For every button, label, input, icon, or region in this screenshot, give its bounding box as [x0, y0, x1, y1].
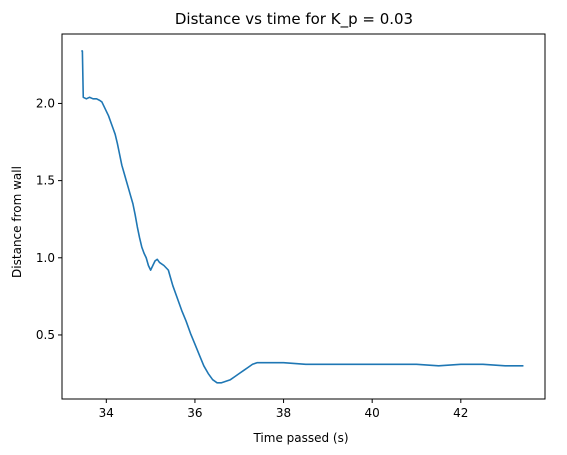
x-axis-ticks: 34 36 38 40 42 — [99, 399, 468, 420]
chart-title: Distance vs time for K_p = 0.03 — [175, 10, 413, 29]
plot-frame — [61, 33, 546, 400]
x-axis-label: Time passed (s) — [252, 431, 348, 445]
y-tick-label: 2.0 — [36, 96, 55, 110]
series-layer — [81, 50, 524, 384]
x-tick-label: 34 — [99, 406, 114, 420]
y-tick-label: 0.5 — [36, 328, 55, 342]
y-tick-label: 1.0 — [36, 251, 55, 265]
y-tick-label: 1.5 — [36, 174, 55, 188]
y-axis-ticks: 0.5 1.0 1.5 2.0 — [36, 96, 62, 342]
y-axis-label: Distance from wall — [10, 166, 24, 278]
plot-area: 34 36 38 40 42 0.5 1.0 1.5 2.0 — [36, 33, 546, 420]
x-tick-label: 40 — [365, 406, 380, 420]
series-line-0 — [81, 50, 524, 384]
x-tick-label: 36 — [187, 406, 202, 420]
x-tick-label: 38 — [276, 406, 291, 420]
x-tick-label: 42 — [453, 406, 468, 420]
